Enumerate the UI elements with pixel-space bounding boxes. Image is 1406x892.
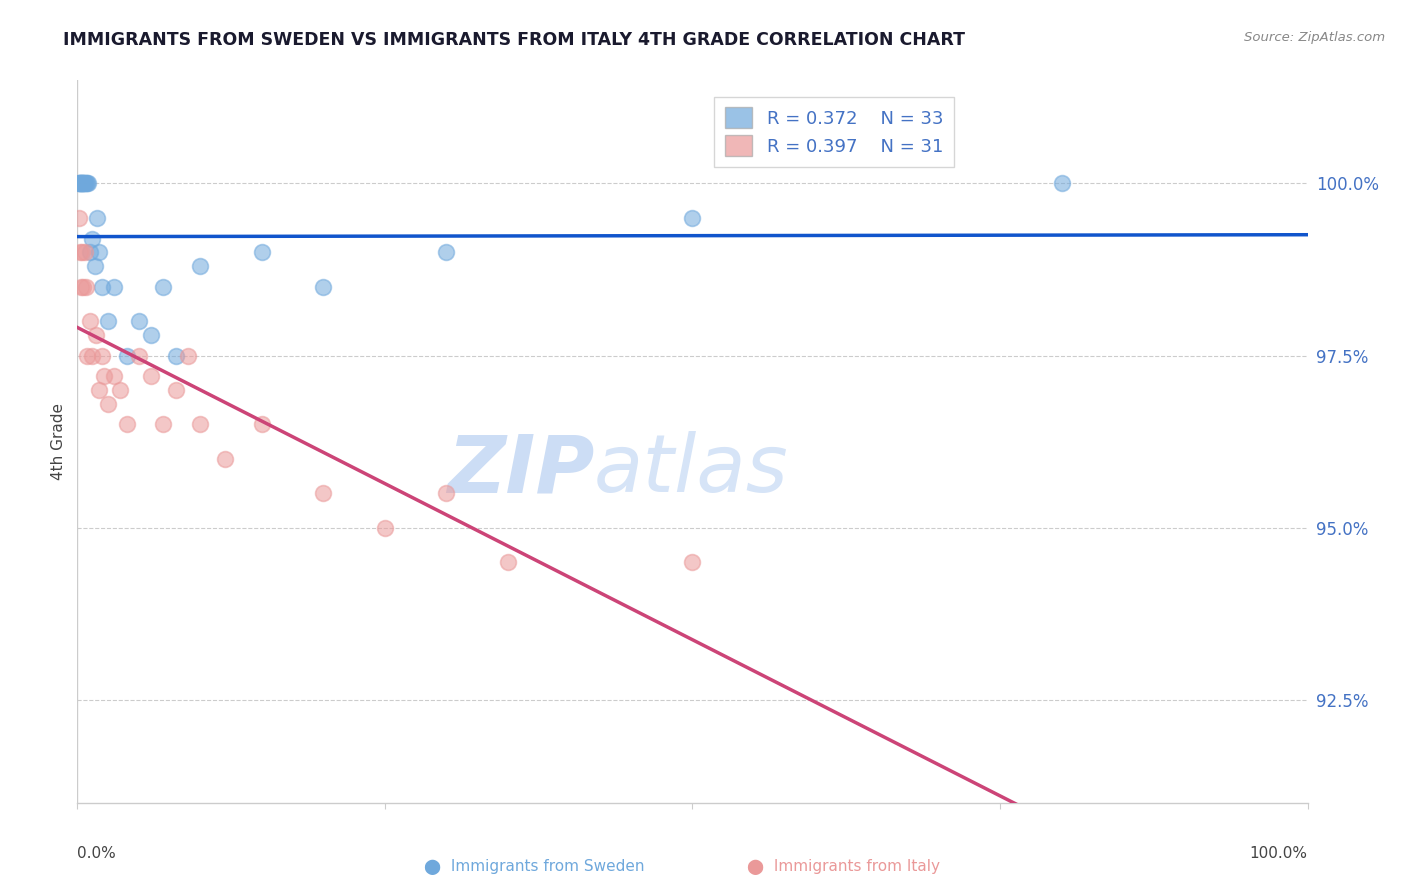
Point — [89, 245, 111, 260]
Point — [214, 451, 236, 466]
Point — [83, 259, 105, 273]
Text: ZIP: ZIP — [447, 432, 595, 509]
Point — [69, 177, 91, 191]
Text: Source: ZipAtlas.com: Source: ZipAtlas.com — [1244, 31, 1385, 45]
Point — [312, 279, 335, 293]
Point — [70, 279, 93, 293]
Point — [67, 177, 90, 191]
Point — [115, 417, 138, 432]
Point — [73, 245, 96, 260]
Point — [188, 259, 212, 273]
Point — [72, 177, 94, 191]
Point — [682, 555, 704, 569]
Point — [79, 245, 101, 260]
Point — [97, 397, 120, 411]
Point — [128, 349, 150, 363]
Point — [177, 349, 200, 363]
Point — [141, 369, 163, 384]
Point — [69, 245, 91, 260]
Text: 0.0%: 0.0% — [77, 847, 117, 861]
Point — [76, 177, 98, 191]
Y-axis label: 4th Grade: 4th Grade — [51, 403, 66, 480]
Point — [97, 314, 120, 328]
Point — [165, 383, 187, 397]
Point — [141, 327, 163, 342]
Point — [188, 417, 212, 432]
Point — [73, 177, 96, 191]
Point — [75, 177, 97, 191]
Point — [86, 211, 108, 225]
Point — [70, 245, 93, 260]
Point — [682, 211, 704, 225]
Point — [1050, 177, 1073, 191]
Point — [496, 555, 519, 569]
Point — [436, 486, 458, 500]
Point — [250, 417, 273, 432]
Point — [103, 369, 125, 384]
Point — [103, 279, 125, 293]
Point — [436, 245, 458, 260]
Point — [69, 177, 91, 191]
Point — [67, 211, 90, 225]
Text: atlas: atlas — [595, 432, 789, 509]
Point — [152, 279, 174, 293]
Point — [89, 383, 111, 397]
Point — [110, 383, 132, 397]
Point — [82, 349, 104, 363]
Text: ⬤  Immigrants from Sweden: ⬤ Immigrants from Sweden — [425, 859, 644, 875]
Text: ⬤  Immigrants from Italy: ⬤ Immigrants from Italy — [747, 859, 941, 875]
Point — [165, 349, 187, 363]
Point — [82, 231, 104, 245]
Point — [79, 314, 101, 328]
Legend: R = 0.372    N = 33, R = 0.397    N = 31: R = 0.372 N = 33, R = 0.397 N = 31 — [714, 96, 955, 167]
Point — [70, 177, 93, 191]
Point — [250, 245, 273, 260]
Point — [77, 177, 100, 191]
Point — [128, 314, 150, 328]
Point — [72, 279, 94, 293]
Point — [70, 177, 93, 191]
Text: 100.0%: 100.0% — [1250, 847, 1308, 861]
Point — [67, 177, 90, 191]
Point — [70, 177, 93, 191]
Point — [84, 327, 107, 342]
Point — [75, 279, 97, 293]
Point — [76, 349, 98, 363]
Point — [90, 349, 114, 363]
Point — [93, 369, 115, 384]
Point — [152, 417, 174, 432]
Point — [115, 349, 138, 363]
Point — [73, 177, 96, 191]
Point — [312, 486, 335, 500]
Point — [72, 177, 94, 191]
Text: IMMIGRANTS FROM SWEDEN VS IMMIGRANTS FROM ITALY 4TH GRADE CORRELATION CHART: IMMIGRANTS FROM SWEDEN VS IMMIGRANTS FRO… — [63, 31, 966, 49]
Point — [374, 520, 396, 534]
Point — [90, 279, 114, 293]
